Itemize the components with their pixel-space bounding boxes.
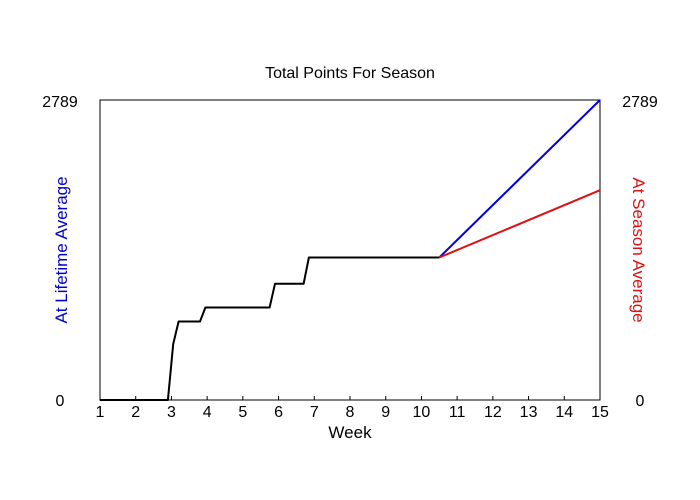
y-right-tick-max: 2789 [622, 94, 658, 111]
x-tick-label: 6 [274, 404, 283, 421]
y-left-tick-min: 0 [56, 393, 65, 410]
series-layer [100, 99, 601, 401]
x-tick-label: 7 [310, 404, 319, 421]
y-axis-label-left: At Lifetime Average [52, 176, 71, 323]
x-axis-ticks: 1 2 3 4 5 6 7 8 9 10 11 12 13 14 15 [96, 396, 609, 421]
x-tick-label: 15 [591, 404, 609, 421]
x-tick-label: 4 [203, 404, 212, 421]
chart-title: Total Points For Season [265, 65, 435, 82]
x-tick-label: 5 [238, 404, 247, 421]
x-tick-label: 9 [381, 404, 390, 421]
x-tick-label: 12 [484, 404, 502, 421]
y-axis-label-right: At Season Average [629, 177, 648, 322]
plot-area [99, 99, 601, 401]
x-tick-label: 1 [96, 404, 105, 421]
y-left-tick-max: 2789 [42, 94, 78, 111]
x-tick-label: 11 [449, 404, 466, 421]
series-line-actual [100, 256, 440, 401]
series-line-season [438, 189, 601, 259]
x-tick-label: 14 [555, 404, 573, 421]
y-right-tick-min: 0 [636, 393, 645, 410]
x-tick-label: 13 [520, 404, 538, 421]
series-line-lifetime [438, 99, 601, 259]
x-tick-label: 10 [413, 404, 431, 421]
x-axis-label: Week [328, 423, 372, 442]
x-tick-label: 3 [167, 404, 176, 421]
x-tick-label: 8 [346, 404, 355, 421]
x-tick-label: 2 [131, 404, 140, 421]
